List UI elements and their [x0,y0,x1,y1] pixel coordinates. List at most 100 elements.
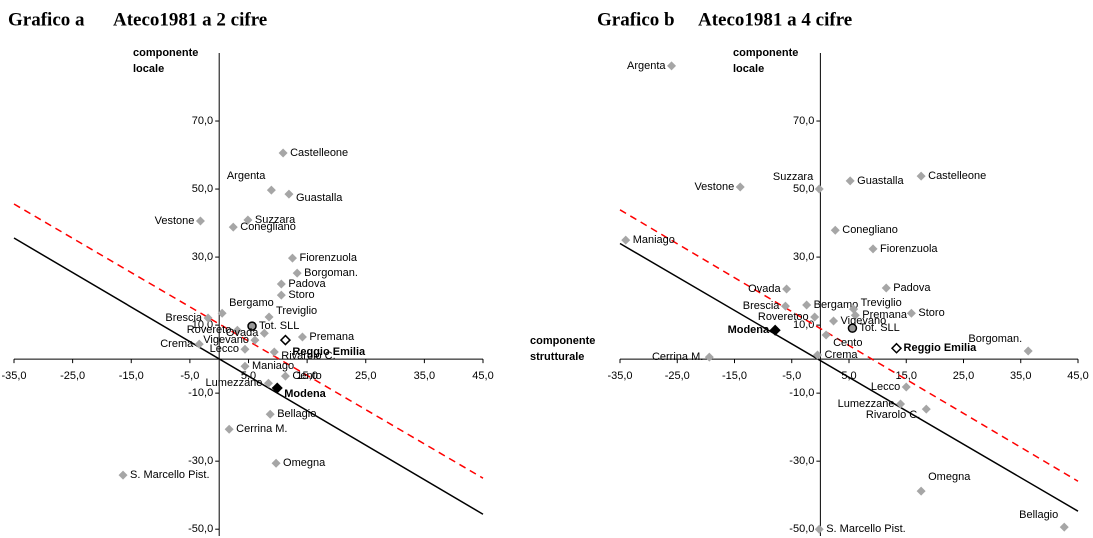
point [250,335,260,345]
y-tick-label: 70,0 [192,115,213,127]
point [240,361,250,371]
point [802,300,812,310]
point-label: Bergamo [229,297,274,309]
point-label: Rovereto [187,324,232,336]
point [263,378,273,388]
point [847,323,858,333]
reference-line [619,209,1079,482]
point-label: Vigevano [203,334,249,346]
x-tick-label: 25,0 [355,370,376,382]
x-tick-label: -25,0 [665,370,690,382]
point [287,253,297,263]
point [297,332,307,342]
point [284,189,294,199]
y-axis-label: componente locale [733,47,799,75]
chart-title: Grafico b [597,9,675,30]
point [278,148,288,158]
point-label: Storo [918,307,944,319]
point [829,316,839,326]
point-label: Modena [284,388,326,400]
point [769,324,781,336]
point-label: Crema [825,349,859,361]
point-label: Reggio Emilia [904,342,978,354]
point [621,235,631,245]
reference-line [619,242,1079,512]
point-label: Vestone [155,215,195,227]
point-label: Tot. SLL [259,320,299,332]
point [247,321,257,331]
point-label: Castelleone [290,147,348,159]
point [881,283,891,293]
x-tick-label: 15,0 [896,370,917,382]
point-label: Storo [288,289,314,301]
x-tick-label: -25,0 [60,370,85,382]
point [782,284,792,294]
point [217,308,227,318]
point-label: Conegliano [240,221,296,233]
point-label: Bellagio [277,408,316,420]
y-tick-label: -30,0 [789,455,814,467]
point [821,330,831,340]
point-label: Borgoman. [304,267,358,279]
point-label: Omegna [283,457,326,469]
chart-title: Grafico a [8,9,85,30]
x-axis-label: componente strutturale [530,335,596,363]
point [1023,346,1033,356]
reference-line [13,237,484,515]
y-tick-label: 70,0 [793,115,814,127]
point [264,312,274,322]
point-label: Castelleone [928,170,986,182]
y-tick-label: 50,0 [192,183,213,195]
point [921,404,931,414]
point-label: Ovada [226,327,259,339]
reference-line [13,203,484,479]
point-label: Cerrina M. [236,423,287,435]
x-tick-label: 25,0 [953,370,974,382]
point [243,215,253,225]
point-label: Lecco [210,343,239,355]
point-label: Treviglio [276,305,317,317]
x-tick-label: -15,0 [119,370,144,382]
point [292,268,302,278]
point-label: Padova [288,278,326,290]
point [118,470,128,480]
point [203,313,213,323]
point-label: Maniago [252,360,294,372]
y-tick-label: 30,0 [793,251,814,263]
y-tick-label: -50,0 [188,523,213,535]
point-label: Padova [893,282,931,294]
point-label: Fiorenzuola [880,243,938,255]
point [279,334,291,346]
point-label: S. Marcello Pist. [826,523,905,535]
y-tick-label: 30,0 [192,251,213,263]
point [195,216,205,226]
point-label: Argenta [627,60,666,72]
point-label: Cento [833,337,862,349]
point-label: Ovada [748,283,781,295]
point-label: Lumezzane [838,398,895,410]
point-label: Rivarolo C. [281,350,335,362]
point-label: Premana [862,309,908,321]
point-label: Crema [160,338,194,350]
point-label: Brescia [743,300,781,312]
point [266,185,276,195]
point [280,371,290,381]
point [259,328,269,338]
point [276,279,286,289]
point [228,222,238,232]
chart-subtitle: Ateco1981 a 4 cifre [698,9,852,30]
point [845,176,855,186]
point [232,325,242,335]
point [810,312,820,322]
point-label: Brescia [165,312,203,324]
point [916,486,926,496]
point [240,344,250,354]
point [868,244,878,254]
y-tick-label: -30,0 [188,455,213,467]
point-label: Vestone [694,181,734,193]
point [735,182,745,192]
point [890,342,903,354]
point [667,61,677,71]
point-label: Rivarolo C. [866,409,920,421]
